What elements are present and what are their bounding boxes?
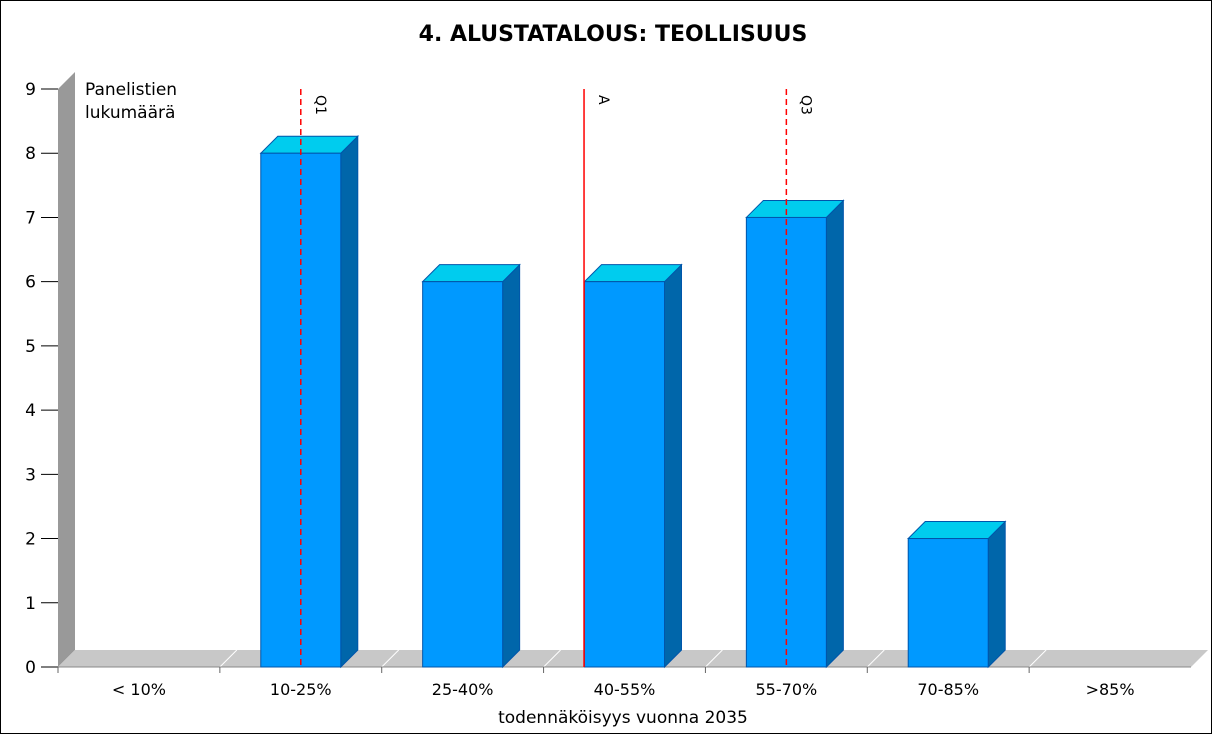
bar-top bbox=[259, 135, 359, 154]
bar-side bbox=[825, 199, 844, 669]
bar-55-70 bbox=[745, 199, 845, 669]
floor-divider bbox=[543, 649, 561, 668]
bar-top bbox=[907, 521, 1007, 540]
y-tick-label: 2 bbox=[25, 530, 36, 550]
y-axis-label-line-2: lukumäärä bbox=[85, 103, 175, 123]
bar-70-85 bbox=[907, 520, 1007, 669]
floor-divider bbox=[381, 649, 400, 668]
y-tick-label: 3 bbox=[25, 465, 36, 485]
floor-divider bbox=[705, 649, 723, 668]
x-tick-label: < 10% bbox=[112, 680, 166, 699]
y-axis-wall bbox=[58, 72, 75, 667]
y-tick-label: 4 bbox=[25, 401, 36, 421]
x-tick-label: 10-25% bbox=[270, 680, 332, 699]
bar-10-25 bbox=[259, 135, 359, 669]
x-tick-label: 40-55% bbox=[594, 680, 656, 699]
y-tick-label: 1 bbox=[25, 594, 36, 614]
x-tick-label: >85% bbox=[1086, 680, 1135, 699]
y-axis-label-line-1: Panelistien bbox=[85, 80, 177, 100]
y-tick-label: 6 bbox=[25, 273, 36, 293]
floor-divider bbox=[1028, 649, 1047, 668]
bar-side bbox=[340, 135, 359, 669]
bar-front bbox=[422, 281, 504, 668]
x-tick-label: 55-70% bbox=[756, 680, 818, 699]
bar-side bbox=[664, 263, 682, 669]
y-tick-label: 9 bbox=[25, 80, 36, 100]
y-tick-label: 5 bbox=[25, 337, 36, 357]
y-tick-label: 8 bbox=[25, 144, 36, 164]
x-axis-label: todennäköisyys vuonna 2035 bbox=[498, 708, 748, 728]
floor-divider bbox=[866, 649, 885, 668]
floor-divider bbox=[219, 649, 238, 668]
marker-label-q3: Q3 bbox=[797, 95, 813, 115]
marker-label-a: A bbox=[595, 95, 611, 105]
y-tick-label: 0 bbox=[25, 658, 36, 678]
chart-title: 4. ALUSTATALOUS: TEOLLISUUS bbox=[419, 22, 808, 47]
bar-40-55 bbox=[583, 263, 683, 669]
bar-front bbox=[907, 538, 989, 668]
bar-front bbox=[584, 281, 665, 668]
bar-side bbox=[502, 263, 521, 669]
marker-label-q1: Q1 bbox=[312, 95, 328, 115]
y-tick-label: 7 bbox=[25, 208, 36, 228]
bar-top bbox=[745, 199, 845, 218]
x-tick-label: 70-85% bbox=[917, 680, 979, 699]
bar-top bbox=[421, 264, 521, 283]
bar-side bbox=[987, 520, 1006, 669]
x-tick-label: 25-40% bbox=[432, 680, 494, 699]
bar-25-40 bbox=[421, 263, 521, 669]
bar-top bbox=[583, 264, 683, 283]
